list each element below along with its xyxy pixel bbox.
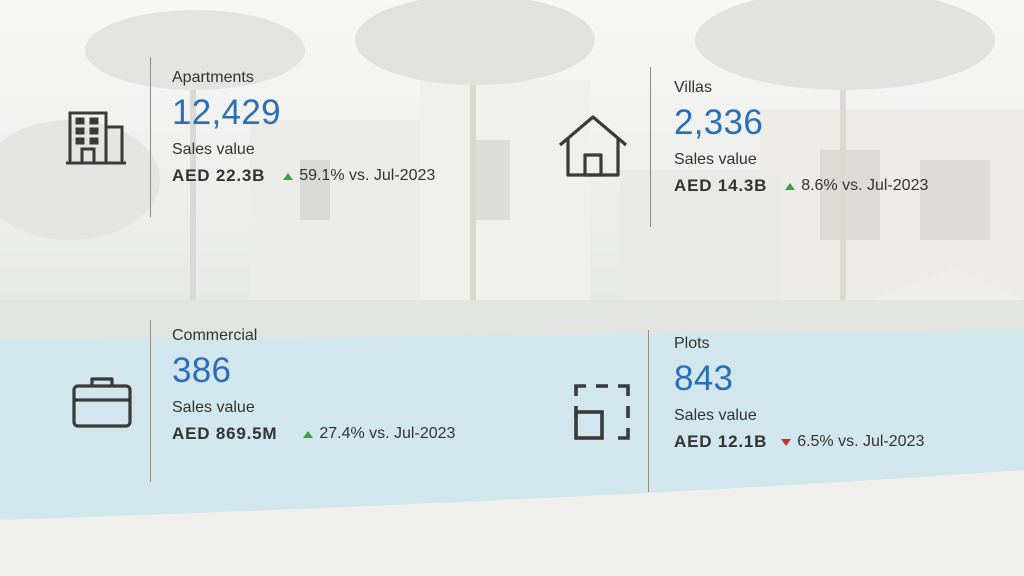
change-text: 59.1% vs. Jul-2023 — [299, 167, 436, 184]
change-indicator: 59.1% vs. Jul-2023 — [283, 167, 435, 185]
sales-value-label: Sales value — [172, 141, 255, 158]
change-text: 27.4% vs. Jul-2023 — [319, 425, 456, 442]
sales-value-label: Sales value — [674, 407, 757, 424]
card-divider — [150, 57, 151, 217]
briefcase-icon — [72, 377, 132, 428]
category-label: Villas — [674, 79, 712, 96]
sales-value-label: Sales value — [172, 399, 255, 416]
category-count: 843 — [674, 359, 734, 398]
change-indicator: 8.6% vs. Jul-2023 — [785, 177, 928, 195]
sales-value: AED 22.3B — [172, 166, 266, 185]
card-plots: Plots 843 Sales value AED 12.1B 6.5% vs.… — [556, 330, 976, 492]
sales-value: AED 869.5M — [172, 424, 278, 443]
category-label: Plots — [674, 335, 710, 352]
category-count: 12,429 — [172, 93, 281, 132]
card-divider — [150, 320, 151, 482]
sales-value-label: Sales value — [674, 151, 757, 168]
card-apartments: Apartments 12,429 Sales value AED 22.3B … — [64, 57, 484, 217]
sales-value: AED 12.1B — [674, 432, 768, 451]
up-arrow-icon — [303, 430, 314, 438]
down-arrow-icon — [781, 438, 792, 446]
up-arrow-icon — [785, 182, 796, 190]
card-commercial: Commercial 386 Sales value AED 869.5M 27… — [64, 320, 484, 482]
card-divider — [648, 330, 649, 492]
building-icon — [66, 111, 126, 165]
card-divider — [650, 67, 651, 227]
change-indicator: 6.5% vs. Jul-2023 — [781, 433, 924, 451]
change-indicator: 27.4% vs. Jul-2023 — [303, 425, 455, 443]
category-label: Apartments — [172, 69, 254, 86]
card-villas: Villas 2,336 Sales value AED 14.3B 8.6% … — [556, 67, 976, 227]
plot-icon — [574, 384, 630, 440]
house-icon — [558, 115, 628, 177]
category-label: Commercial — [172, 327, 258, 344]
change-text: 6.5% vs. Jul-2023 — [797, 433, 925, 450]
category-count: 386 — [172, 351, 232, 390]
change-text: 8.6% vs. Jul-2023 — [801, 177, 929, 194]
sales-value: AED 14.3B — [674, 176, 768, 195]
up-arrow-icon — [283, 172, 294, 180]
category-count: 2,336 — [674, 103, 764, 142]
